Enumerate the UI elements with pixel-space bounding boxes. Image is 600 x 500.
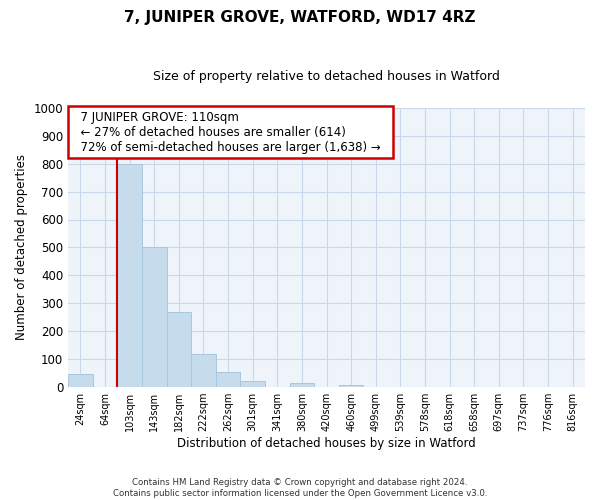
Bar [191,354,216,387]
Bar [339,385,364,387]
Bar [117,164,142,387]
Text: Contains HM Land Registry data © Crown copyright and database right 2024.
Contai: Contains HM Land Registry data © Crown c… [113,478,487,498]
Bar [241,382,265,387]
Text: 7 JUNIPER GROVE: 110sqm  
  ← 27% of detached houses are smaller (614)  
  72% o: 7 JUNIPER GROVE: 110sqm ← 27% of detache… [73,110,388,154]
Bar [216,372,241,387]
Bar [290,383,314,387]
Bar [68,374,92,387]
Text: 7, JUNIPER GROVE, WATFORD, WD17 4RZ: 7, JUNIPER GROVE, WATFORD, WD17 4RZ [124,10,476,25]
X-axis label: Distribution of detached houses by size in Watford: Distribution of detached houses by size … [177,437,476,450]
Bar [167,312,191,387]
Title: Size of property relative to detached houses in Watford: Size of property relative to detached ho… [153,70,500,83]
Y-axis label: Number of detached properties: Number of detached properties [15,154,28,340]
Bar [142,248,167,387]
